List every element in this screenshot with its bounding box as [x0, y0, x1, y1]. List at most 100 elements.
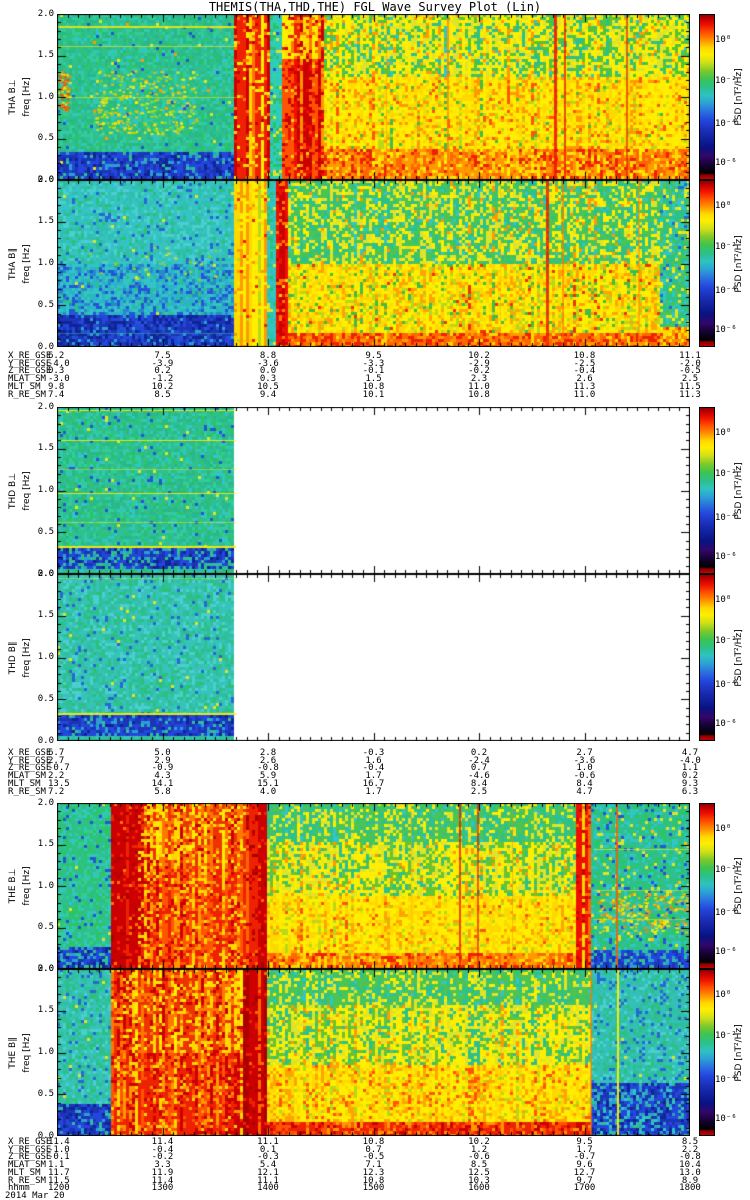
- freq-tick-label: 2.0: [37, 8, 54, 19]
- freq-tick-label: 0.0: [37, 341, 54, 352]
- ephemeris-value: -0.2: [151, 1152, 174, 1163]
- panel-name-label: THA B∥: [8, 247, 18, 280]
- colorbar-axis-label: PSD [nT²/Hz]: [734, 628, 744, 687]
- colorbar: [699, 180, 715, 347]
- ephemeris-row-label-the: R_RE_SM: [8, 1175, 46, 1186]
- freq-tick-label: 0.0: [37, 1130, 54, 1141]
- ephemeris-value: 11.4: [151, 1175, 174, 1186]
- ephemeris-value: -0.8: [257, 763, 279, 774]
- ephemeris-value: -4.6: [468, 771, 490, 782]
- ephemeris-value: -0.2: [468, 366, 490, 377]
- ephemeris-value: 1.6: [365, 755, 382, 766]
- time-tick-label: 1500: [362, 1183, 385, 1194]
- colorbar: [699, 969, 715, 1136]
- ephemeris-value: 10.1: [362, 389, 385, 400]
- freq-tick-label: 0.0: [37, 735, 54, 746]
- ephemeris-row-label-the: Y_RE_GSE: [8, 1144, 52, 1155]
- ephemeris-value: -3.3: [362, 358, 385, 369]
- freq-tick-label: 0.5: [37, 922, 54, 932]
- ephemeris-value: 10.8: [362, 1137, 385, 1147]
- colorbar-tick-label: 10⁰: [715, 595, 732, 606]
- ephemeris-value: 1.1: [48, 1160, 65, 1171]
- ephemeris-value: 1.7: [576, 1144, 593, 1155]
- freq-axis-label: freq [Hz]: [22, 243, 32, 284]
- freq-tick-label: 0.0: [37, 174, 54, 185]
- panel-name-label: THE B∥: [8, 1036, 18, 1069]
- ephemeris-value: 7.5: [154, 351, 171, 361]
- ephemeris-value: 11.3: [573, 381, 596, 392]
- ephemeris-value: -3.0: [48, 374, 70, 385]
- ephemeris-value: 2.7: [576, 748, 593, 758]
- ephemeris-value: -2.0: [679, 358, 701, 369]
- panel-name-label: THA B⊥: [8, 79, 18, 115]
- spectrogram-tha-bperp: [57, 14, 690, 180]
- spectrogram-the-bpar: [57, 969, 690, 1136]
- ephemeris-value: 1.0: [576, 763, 593, 774]
- ephemeris-value: 10.8: [362, 1175, 385, 1186]
- ephemeris-value: 0.7: [470, 763, 488, 774]
- ephemeris-value: -0.3: [257, 1152, 279, 1163]
- ephemeris-value: 6.2: [48, 351, 65, 361]
- ephemeris-value: 10.8: [362, 381, 385, 392]
- ephemeris-value: -1.0: [48, 1144, 70, 1155]
- freq-tick-label: 1.5: [37, 50, 54, 60]
- ephemeris-value: 8.9: [681, 1175, 699, 1186]
- ephemeris-value: -0.4: [573, 366, 596, 377]
- ephemeris-value: -0.7: [573, 1152, 596, 1163]
- colorbar-tick-label: 10⁻⁴: [715, 1074, 737, 1085]
- ephemeris-value: -0.3: [362, 748, 385, 758]
- ephemeris-row-label-tha: X_RE_GSE: [8, 351, 52, 361]
- colorbar-tick-label: 10⁻⁴: [715, 512, 737, 523]
- ephemeris-value: 12.1: [257, 1167, 279, 1178]
- freq-axis-label: freq [Hz]: [22, 470, 32, 511]
- ephemeris-value: 11.0: [573, 389, 596, 400]
- ephemeris-value: -0.6: [573, 771, 596, 782]
- ephemeris-value: 5.9: [259, 771, 277, 782]
- colorbar-tick-label: 10⁻⁶: [715, 551, 737, 562]
- ephemeris-value: -4.0: [48, 358, 70, 369]
- colorbar-tick-label: 10⁻⁶: [715, 946, 737, 957]
- ephemeris-value: 5.4: [259, 1160, 277, 1171]
- ephemeris-value: 2.6: [576, 374, 593, 385]
- ephemeris-value: 0.1: [259, 1144, 277, 1155]
- colorbar-tick-label: 10⁰: [715, 990, 732, 1001]
- ephemeris-value: -0.4: [362, 763, 385, 774]
- ephemeris-value: -0.1: [362, 366, 385, 377]
- ephemeris-row-label-the: MLAT_SM: [8, 1160, 46, 1171]
- ephemeris-value: 10.2: [468, 1137, 490, 1147]
- time-tick-label: 1700: [573, 1183, 596, 1194]
- ephemeris-value: 11.9: [151, 1167, 174, 1178]
- colorbar-tick-label: 10⁻²: [715, 864, 737, 875]
- freq-tick-label: 2.0: [37, 174, 54, 185]
- ephemeris-value: 9.8: [48, 381, 65, 392]
- ephemeris-value: 11.7: [48, 1167, 70, 1178]
- ephemeris-row-label-thd: X_RE_GSE: [8, 748, 52, 758]
- freq-tick-label: 0.5: [37, 299, 54, 310]
- colorbar-axis-label: PSD [nT²/Hz]: [734, 1023, 744, 1082]
- colorbar-tick-label: 10⁰: [715, 824, 732, 835]
- ephemeris-value: -0.5: [679, 366, 701, 377]
- ephemeris-value: 10.5: [257, 381, 279, 392]
- colorbar: [699, 14, 715, 180]
- ephemeris-value: 2.8: [259, 748, 277, 758]
- ephemeris-row-label-tha: R_RE_SM: [8, 389, 46, 400]
- ephemeris-value: 10.4: [679, 1160, 701, 1171]
- ephemeris-value: 0.0: [259, 366, 277, 377]
- time-tick-label: 1200: [48, 1183, 70, 1194]
- ephemeris-value: 10.3: [468, 1175, 490, 1186]
- ephemeris-value: 11.1: [257, 1137, 279, 1147]
- ephemeris-value: -0.1: [48, 1152, 70, 1163]
- colorbar: [699, 407, 715, 574]
- colorbar-tick-label: 10⁻⁶: [715, 718, 737, 729]
- ephemeris-value: 15.1: [257, 778, 279, 789]
- ephemeris-value: 8.5: [681, 1137, 699, 1147]
- ephemeris-value: 4.7: [681, 748, 699, 758]
- ephemeris-row-label-the: X_RE_GSE: [8, 1137, 52, 1147]
- ephemeris-value: 4.0: [259, 786, 277, 797]
- time-tick-label: 1800: [679, 1183, 701, 1194]
- freq-tick-label: 2.0: [37, 401, 54, 412]
- colorbar-axis-label: PSD [nT²/Hz]: [734, 461, 744, 520]
- ephemeris-value: -3.6: [573, 755, 596, 766]
- panel-name-label: THD B⊥: [8, 472, 18, 509]
